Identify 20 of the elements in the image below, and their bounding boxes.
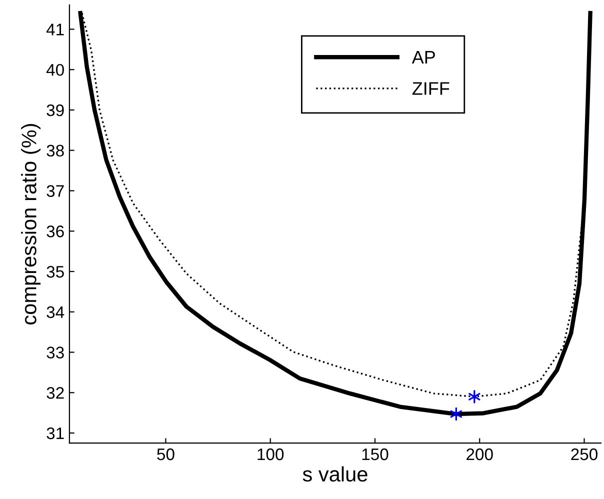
y-tick-label: 36 xyxy=(46,226,64,238)
x-tick-label: 150 xyxy=(362,448,388,460)
y-tick-label: 34 xyxy=(46,306,64,318)
y-tick-label: 31 xyxy=(46,427,64,440)
legend-label: AP xyxy=(412,51,435,64)
y-tick-label: 35 xyxy=(46,266,64,278)
y-tick-label: 37 xyxy=(46,185,64,197)
x-axis-title: s value xyxy=(302,466,368,482)
y-tick-label: 40 xyxy=(46,64,64,76)
y-axis-title: compression ratio (%) xyxy=(21,124,41,324)
y-tick-label: 32 xyxy=(46,387,64,399)
x-tick-label: 100 xyxy=(258,448,284,460)
y-tick-label: 41 xyxy=(46,24,64,36)
x-tick-label: 50 xyxy=(157,448,174,460)
x-tick-label: 200 xyxy=(466,448,493,460)
x-tick-label: 250 xyxy=(571,448,598,460)
y-tick-label: 39 xyxy=(46,104,64,116)
legend-label: ZIFF xyxy=(412,82,450,95)
y-tick-label: 38 xyxy=(46,144,64,157)
y-tick-label: 33 xyxy=(46,346,64,358)
